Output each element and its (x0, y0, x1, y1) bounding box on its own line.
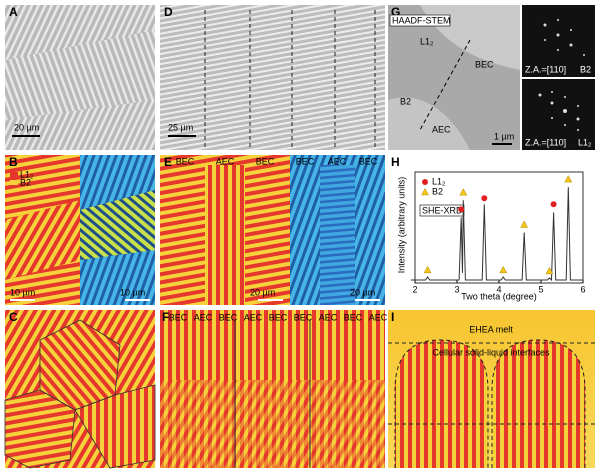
marker (545, 266, 554, 275)
region-label: AEC (244, 312, 263, 322)
panel-label: A (9, 5, 18, 19)
region-label: BEC (296, 156, 315, 166)
panel-g: G HAADF-STEM L1₂ BEC B2 AEC 1 µm Z.A.=[1… (388, 5, 595, 150)
x-tick-label: 4 (496, 284, 501, 294)
panel-label: E (164, 155, 172, 169)
region-label: BEC (294, 312, 313, 322)
marker (550, 201, 557, 208)
region-label: BEC (359, 156, 378, 166)
panel-b: B L1₂ B2 10 µm 10 µm (5, 155, 155, 305)
arrow (419, 39, 471, 131)
micrograph-region (5, 30, 155, 120)
x-tick-label: 2 (412, 284, 417, 294)
panel-label: H (391, 155, 400, 169)
legend-marker (421, 187, 429, 196)
region (388, 97, 470, 150)
region-label: BEC (344, 312, 363, 322)
legend-swatch (10, 180, 18, 185)
region-label: BEC (256, 156, 275, 166)
scale-label: 20 µm (350, 287, 375, 297)
panel-h: H SHE-XRD Two theta (degree) Intensity (… (391, 155, 586, 301)
x-tick-label: 3 (454, 284, 459, 294)
region-label: BEC (169, 312, 188, 322)
panel-a: A 20 µm (5, 5, 155, 150)
panel-e: E BEC AEC BEC BEC AEC BEC 20 µm 20 µm (160, 155, 385, 305)
x-tick-label: 5 (538, 284, 543, 294)
panel-d: D 25 µm (160, 5, 385, 150)
phase-label: B2 (580, 64, 591, 74)
legend-label: L1₂ (20, 169, 34, 179)
legend-label: L1₂ (432, 176, 446, 186)
panel-label: C (9, 310, 18, 324)
region-label: AEC (216, 156, 235, 166)
phase-label: BEC (475, 59, 494, 69)
annotation: Cellular solid-liquid interfaces (432, 347, 550, 357)
x-tick-label: 6 (580, 284, 585, 294)
region-label: BEC (269, 312, 288, 322)
panel-label: I (391, 310, 394, 324)
panel-label: B (9, 155, 18, 169)
panel-label: D (164, 5, 173, 19)
marker (458, 206, 465, 213)
spectrum-line (410, 187, 583, 282)
method-label: HAADF-STEM (392, 15, 451, 25)
phase-map-region (205, 165, 245, 305)
panel-i: I EHEA melt Cellular solid-liquid interf… (388, 310, 595, 468)
panel-f: F (160, 310, 385, 468)
label-box (389, 14, 451, 27)
scale-label: 10 µm (10, 287, 35, 297)
legend-swatch (10, 172, 18, 177)
schematic-region (160, 380, 385, 468)
zone-axis-label: Z.A.=[110] (525, 137, 566, 147)
orientation-map-region (80, 190, 155, 260)
scale-label: 25 µm (168, 122, 193, 132)
marker (564, 175, 573, 183)
zone-axis-label: Z.A.=[110] (525, 64, 566, 74)
panel-c: C (4, 310, 156, 469)
orientation-map-region (320, 165, 355, 305)
method-label: SHE-XRD (422, 205, 463, 215)
legend-label: B2 (432, 186, 443, 196)
y-axis-label: Intensity (arbitrary units) (396, 177, 406, 274)
region-label: AEC (319, 312, 338, 322)
phase-label: AEC (432, 124, 451, 134)
legend-label: B2 (20, 177, 31, 187)
region-labels: BEC AEC BEC AEC BEC BEC AEC BEC AEC (169, 312, 388, 322)
phase-label: L1₂ (420, 36, 434, 46)
scale-label: 20 µm (14, 122, 39, 132)
marker (499, 265, 508, 274)
scale-label: 1 µm (494, 131, 514, 141)
region-label: BEC (176, 156, 195, 166)
diffraction-pattern (522, 79, 595, 150)
panel-label: F (162, 310, 169, 324)
cell (75, 385, 155, 468)
marker (520, 220, 529, 228)
region-label: BEC (219, 312, 238, 322)
phase-label: B2 (400, 96, 411, 106)
legend-marker (422, 179, 428, 185)
annotation: EHEA melt (469, 324, 513, 334)
micrograph (160, 5, 385, 150)
marker (459, 188, 468, 196)
x-axis-label: Two theta (degree) (461, 291, 537, 301)
scale-label: 20 µm (250, 287, 275, 297)
cell (5, 390, 75, 468)
diffraction-pattern (522, 5, 595, 77)
scale-label: 10 µm (120, 287, 145, 297)
phase-label: L1₂ (578, 137, 592, 147)
marker (481, 195, 488, 202)
cell (395, 340, 488, 468)
marker (423, 265, 432, 274)
region-label: AEC (369, 312, 388, 322)
cell (492, 340, 585, 468)
panel-label: G (391, 5, 400, 19)
region-label: AEC (194, 312, 213, 322)
region-label: AEC (328, 156, 347, 166)
phase-map-region (5, 200, 80, 280)
cell (40, 320, 120, 410)
